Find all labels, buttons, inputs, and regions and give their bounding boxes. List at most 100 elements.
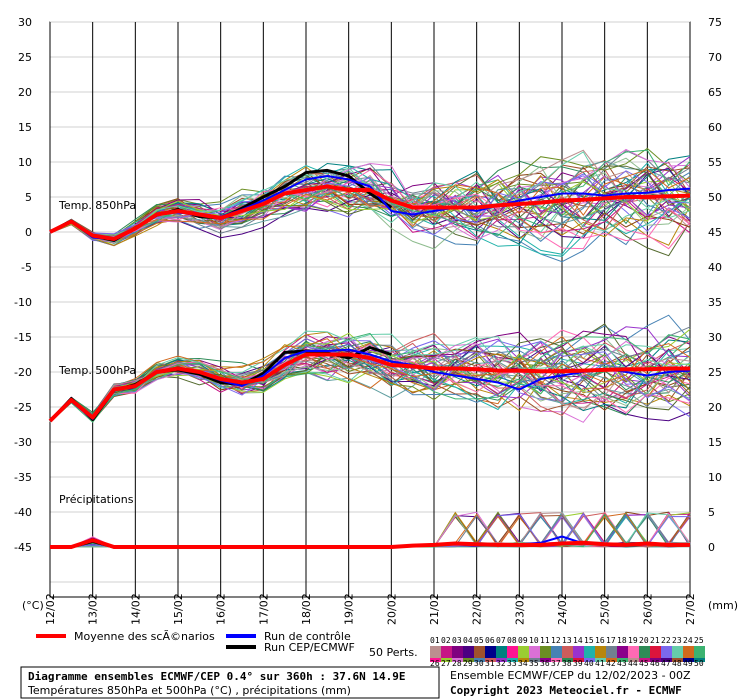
pert-number: 20 xyxy=(639,636,649,645)
y-right-tick: 0 xyxy=(708,541,715,554)
pert-number: 09 xyxy=(518,636,528,645)
pert-t850-line xyxy=(49,149,691,241)
pert-swatch xyxy=(606,658,617,662)
pert-number: 29 xyxy=(463,659,473,668)
pert-swatch xyxy=(441,646,452,658)
y-left-tick: 5 xyxy=(25,191,32,204)
pert-swatch xyxy=(606,646,617,658)
x-tick: 26/02 xyxy=(641,593,654,625)
pert-t500-line xyxy=(49,335,691,422)
y-right-tick: 55 xyxy=(708,156,722,169)
y-left-tick: 20 xyxy=(18,86,32,99)
pert-swatch xyxy=(463,646,474,658)
x-tick: 24/02 xyxy=(556,593,569,625)
y-right-tick: 60 xyxy=(708,121,722,134)
y-left-tick: -45 xyxy=(14,541,32,554)
y-right-tick: 35 xyxy=(708,296,722,309)
pert-swatch xyxy=(694,646,705,658)
pert-swatch xyxy=(661,646,672,658)
pert-number: 41 xyxy=(595,659,605,668)
x-tick: 25/02 xyxy=(599,593,612,625)
y-left-tick: -40 xyxy=(14,506,32,519)
pert-number: 27 xyxy=(441,659,451,668)
y-left-tick: 0 xyxy=(25,226,32,239)
series-t500-moyenne-des-sc-narios xyxy=(48,352,690,423)
pert-number: 46 xyxy=(650,659,660,668)
pert-swatch xyxy=(507,658,518,662)
pert-swatch xyxy=(650,658,661,662)
chart-title: Diagramme ensembles ECMWF/CEP 0.4° sur 3… xyxy=(28,670,406,683)
pert-swatch xyxy=(529,646,540,658)
pert-number: 37 xyxy=(551,659,561,668)
pert-t850-line xyxy=(49,170,691,236)
y-axis-left: 30 25 20 15 10 5 0 -5 -10 -15 -20 -25 -30 -35 -40 -45 xyxy=(14,16,32,554)
y-right-tick: 25 xyxy=(708,366,722,379)
pert-number: 18 xyxy=(617,636,627,645)
pert-swatch xyxy=(595,646,606,658)
pert-swatch xyxy=(496,646,507,658)
x-tick: 19/02 xyxy=(343,593,356,625)
pert-swatch xyxy=(430,646,441,658)
pert-number: 13 xyxy=(562,636,572,645)
y-right-tick: 70 xyxy=(708,51,722,64)
pert-t500-line xyxy=(49,344,691,423)
pert-number: 38 xyxy=(562,659,572,668)
pert-number: 15 xyxy=(584,636,594,645)
pert-number: 44 xyxy=(628,659,638,668)
pert-t850-line xyxy=(49,171,691,237)
pert-swatch xyxy=(672,658,683,662)
pert-number: 43 xyxy=(617,659,627,668)
chart-grid xyxy=(49,21,691,598)
perturbation-color-grid: 01 02 03 04 05 06 07 08 09 10 11 12 13 14 15 16 17 18 19 20… xyxy=(430,636,705,668)
x-tick: 23/02 xyxy=(513,593,526,625)
title-box xyxy=(20,666,440,699)
x-tick: 27/02 xyxy=(684,593,697,625)
pert-swatch xyxy=(573,646,584,658)
y-left-tick: -35 xyxy=(14,471,32,484)
pert-number: 01 xyxy=(430,636,440,645)
y-right-tick: 15 xyxy=(708,436,722,449)
pert-number: 04 xyxy=(463,636,473,645)
pert-swatch xyxy=(463,658,474,662)
x-tick: 12/02 xyxy=(44,593,57,625)
series-precip-moyenne-des-sc-narios xyxy=(50,538,690,549)
precip-label: Précipitations xyxy=(59,493,134,506)
x-tick: 22/02 xyxy=(471,593,484,625)
pert-swatch xyxy=(474,646,485,658)
pert-number: 39 xyxy=(573,659,583,668)
pert-swatch xyxy=(474,658,485,662)
pert-number: 48 xyxy=(672,659,682,668)
pert-swatch xyxy=(507,646,518,658)
pert-swatch xyxy=(540,646,551,658)
pert-t850-line xyxy=(49,169,691,244)
pert-swatch xyxy=(452,646,463,658)
pert-t500-line xyxy=(49,330,691,422)
y-left-tick: 10 xyxy=(18,156,32,169)
y-left-tick: -20 xyxy=(14,366,32,379)
y-left-unit: (°C) xyxy=(22,599,44,612)
y-right-tick: 45 xyxy=(708,226,722,239)
pert-swatch xyxy=(639,646,650,658)
pert-number: 12 xyxy=(551,636,561,645)
pert-number: 45 xyxy=(639,659,649,668)
y-right-tick: 5 xyxy=(708,506,715,519)
pert-number: 17 xyxy=(606,636,616,645)
y-left-tick: -10 xyxy=(14,296,32,309)
legend-mean-label: Moyenne des scÃ©narios xyxy=(74,630,215,643)
x-tick: 15/02 xyxy=(172,593,185,625)
pert-swatch xyxy=(661,658,672,662)
pert-swatch xyxy=(573,658,584,662)
pert-number: 05 xyxy=(474,636,484,645)
x-tick: 13/02 xyxy=(87,593,100,625)
pert-swatch xyxy=(584,646,595,658)
pert-number: 25 xyxy=(694,636,704,645)
pert-swatch xyxy=(617,646,628,658)
pert-t850-line xyxy=(49,169,691,242)
pert-number: 16 xyxy=(595,636,605,645)
pert-number: 30 xyxy=(474,659,484,668)
pert-number: 28 xyxy=(452,659,462,668)
pert-swatch xyxy=(694,658,705,662)
y-left-tick: 15 xyxy=(18,121,32,134)
pert-swatch xyxy=(617,658,628,662)
